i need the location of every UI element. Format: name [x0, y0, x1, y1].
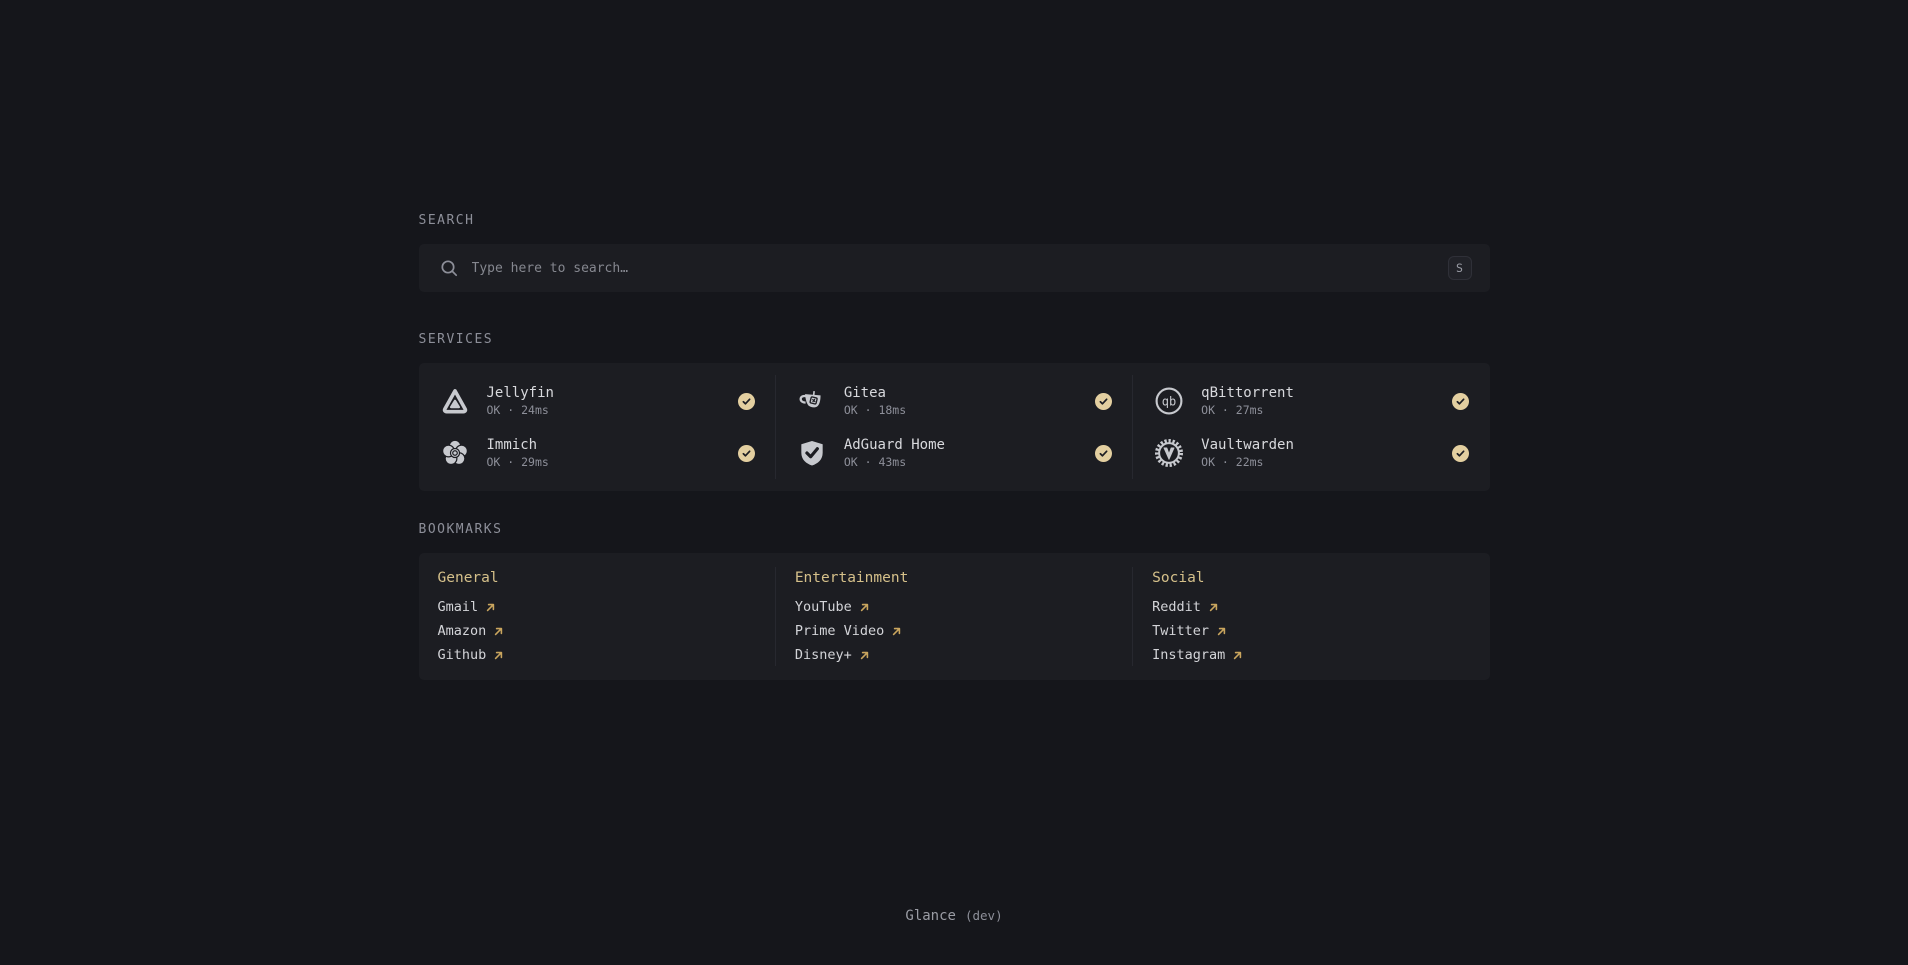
service-name: Vaultwarden [1201, 437, 1294, 453]
bookmark-link-youtube[interactable]: YouTube [795, 595, 870, 619]
qbittorrent-icon: qb [1152, 384, 1186, 418]
bookmark-link-disney-plus[interactable]: Disney+ [795, 643, 870, 667]
bookmark-link-instagram[interactable]: Instagram [1152, 643, 1243, 667]
vaultwarden-icon [1152, 436, 1186, 470]
services-panel: Jellyfin OK · 24ms [418, 363, 1490, 491]
external-link-arrow-icon [1232, 650, 1243, 661]
services-column-1: Jellyfin OK · 24ms [419, 375, 775, 479]
bookmark-group-social: Social Reddit Twitter Instagram [1132, 567, 1489, 666]
page-footer: Glance (dev) [419, 908, 1490, 924]
bookmark-group-entertainment: Entertainment YouTube Prime Video Disney… [774, 567, 1132, 667]
search-section-label: SEARCH [418, 213, 475, 228]
bookmark-label: YouTube [794, 599, 852, 615]
bookmark-label: Twitter [1152, 623, 1210, 639]
status-ok-icon [737, 444, 755, 462]
gitea-icon [795, 384, 829, 418]
service-name: AdGuard Home [843, 437, 945, 453]
service-status: OK · 18ms [843, 403, 907, 417]
bookmark-label: Github [437, 647, 487, 663]
service-status: OK · 24ms [486, 403, 549, 417]
external-link-arrow-icon [1216, 626, 1227, 637]
service-status: OK · 43ms [843, 455, 907, 469]
bookmark-label: Reddit [1152, 599, 1201, 615]
external-link-arrow-icon [485, 602, 496, 613]
bookmark-label: Prime Video [794, 623, 885, 639]
bookmark-group-title: General [437, 570, 499, 586]
bookmarks-panel: General Gmail Amazon Github Entertainmen… [418, 553, 1490, 680]
bookmarks-section: BOOKMARKS General Gmail Amazon Github E [418, 522, 1490, 680]
environment-label: (dev) [964, 908, 1003, 923]
status-ok-icon [1452, 392, 1470, 410]
services-section-label: SERVICES [418, 332, 494, 347]
service-info: Jellyfin OK · 24ms [487, 384, 554, 418]
services-column-3: qb qBittorrent OK · 27ms [1132, 375, 1489, 479]
bookmark-link-twitter[interactable]: Twitter [1152, 619, 1227, 643]
search-panel: S [418, 244, 1490, 292]
external-link-arrow-icon [859, 650, 870, 661]
service-row-qbittorrent[interactable]: qb qBittorrent OK · 27ms [1152, 375, 1489, 427]
service-name: Immich [486, 437, 538, 453]
service-status: OK · 27ms [1201, 403, 1264, 417]
status-ok-icon [1095, 392, 1113, 410]
search-section: SEARCH S [418, 213, 1490, 292]
status-ok-icon [1452, 444, 1470, 462]
service-row-vaultwarden[interactable]: Vaultwarden OK · 22ms [1152, 427, 1489, 479]
bookmark-label: Gmail [437, 599, 479, 615]
bookmark-link-amazon[interactable]: Amazon [438, 619, 505, 643]
bookmark-label: Disney+ [794, 647, 852, 663]
bookmark-link-prime-video[interactable]: Prime Video [795, 619, 902, 643]
adguard-shield-icon [795, 436, 829, 470]
service-info: qBittorrent OK · 27ms [1201, 384, 1294, 418]
external-link-arrow-icon [1208, 602, 1219, 613]
search-input[interactable] [471, 260, 1448, 276]
service-status: OK · 29ms [486, 455, 549, 469]
service-info: Vaultwarden OK · 22ms [1201, 436, 1294, 470]
bookmark-group-general: General Gmail Amazon Github [419, 567, 775, 666]
service-name: Gitea [843, 385, 886, 401]
status-ok-icon [737, 392, 755, 410]
service-row-gitea[interactable]: Gitea OK · 18ms [795, 375, 1132, 427]
app-name: Glance [905, 908, 956, 924]
immich-icon [438, 436, 472, 470]
bookmark-link-github[interactable]: Github [438, 643, 505, 667]
bookmark-link-gmail[interactable]: Gmail [438, 595, 497, 619]
external-link-arrow-icon [859, 602, 870, 613]
service-row-adguard-home[interactable]: AdGuard Home OK · 43ms [795, 427, 1132, 479]
service-name: qBittorrent [1201, 385, 1294, 401]
service-row-jellyfin[interactable]: Jellyfin OK · 24ms [438, 375, 775, 427]
bookmark-link-reddit[interactable]: Reddit [1152, 595, 1219, 619]
bookmark-group-title: Entertainment [794, 570, 909, 586]
service-name: Jellyfin [486, 385, 554, 401]
bookmark-group-title: Social [1152, 570, 1205, 586]
external-link-arrow-icon [891, 626, 902, 637]
jellyfin-icon [438, 384, 472, 418]
bookmark-label: Instagram [1152, 647, 1226, 663]
bookmarks-section-label: BOOKMARKS [418, 522, 503, 537]
services-section: SERVICES Jellyfin OK · 24ms [418, 332, 1490, 491]
service-info: AdGuard Home OK · 43ms [844, 436, 945, 470]
services-column-2: Gitea OK · 18ms AdGuard [774, 375, 1132, 479]
search-icon [440, 259, 459, 278]
bookmark-label: Amazon [437, 623, 487, 639]
external-link-arrow-icon [493, 650, 504, 661]
external-link-arrow-icon [493, 626, 504, 637]
status-ok-icon [1095, 444, 1113, 462]
service-info: Immich OK · 29ms [487, 436, 549, 470]
service-row-immich[interactable]: Immich OK · 29ms [438, 427, 775, 479]
svg-text:qb: qb [1162, 394, 1176, 408]
service-status: OK · 22ms [1201, 455, 1264, 469]
dashboard-content: SEARCH S SERVICES [418, 0, 1490, 924]
search-hotkey-hint: S [1447, 256, 1472, 280]
service-info: Gitea OK · 18ms [844, 384, 906, 418]
